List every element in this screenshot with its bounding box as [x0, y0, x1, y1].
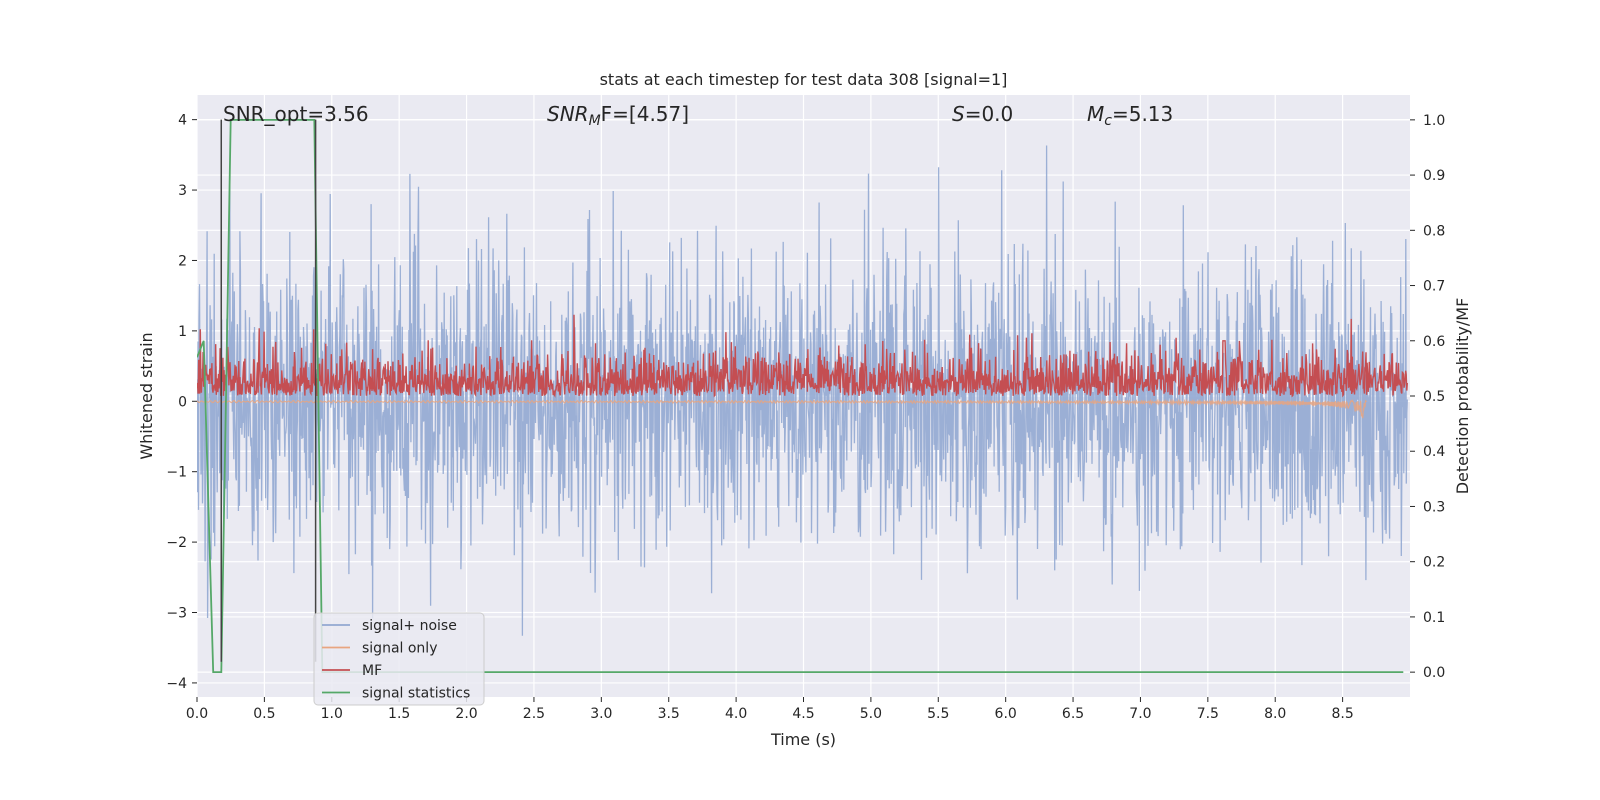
y2-axis-label: Detection probability/MF [1453, 298, 1472, 495]
y-tick-label-4: 0 [178, 394, 187, 410]
y-tick-label-7: −3 [166, 606, 187, 622]
chart-title: stats at each timestep for test data 308… [600, 70, 1008, 89]
y2-tick-label-7: 0.3 [1423, 499, 1445, 515]
y-tick-label-6: −2 [166, 535, 187, 551]
x-tick-label-5: 2.5 [523, 706, 545, 722]
legend: signal+ noise signal only MF signal statist… [313, 612, 485, 706]
x-tick-label-0: 0.0 [186, 706, 208, 722]
x-tick-label-8: 4.0 [725, 706, 747, 722]
y2-tick-label-1: 0.9 [1423, 168, 1445, 184]
y-axis-left: 4 3 2 1 0 −1 −2 −3 −4 [166, 113, 197, 692]
snr-mf-annotation: SNRMF=[4.57] [547, 102, 689, 129]
snr-mf-rest: F=[4.57] [601, 102, 689, 126]
y2-tick-label-5: 0.5 [1423, 389, 1445, 405]
y-tick-label-0: 4 [178, 113, 187, 129]
series-mf [197, 314, 1408, 398]
x-tick-label-4: 2.0 [455, 706, 477, 722]
y-tick-label-3: 1 [178, 324, 187, 340]
x-tick-label-6: 3.0 [590, 706, 612, 722]
snr-mf-sub: M [589, 113, 601, 129]
x-tick-label-9: 4.5 [792, 706, 814, 722]
mc-main: M [1087, 102, 1104, 126]
x-tick-label-16: 8.0 [1264, 706, 1286, 722]
s-main: S [952, 102, 965, 126]
series-signal-only [197, 398, 1367, 419]
legend-label-2: MF [362, 663, 382, 679]
mc-sub: c [1104, 113, 1112, 129]
y-tick-label-1: 3 [178, 183, 187, 199]
x-tick-label-11: 5.5 [927, 706, 949, 722]
y-axis-right: 1.0 0.9 0.8 0.7 0.6 0.5 0.4 0.3 0.2 0.1 0.0 [1410, 113, 1445, 681]
y-tick-label-8: −4 [166, 676, 187, 692]
y2-tick-label-10: 0.0 [1423, 665, 1445, 681]
mc-rest: =5.13 [1112, 102, 1173, 126]
x-tick-label-7: 3.5 [658, 706, 680, 722]
y2-tick-label-6: 0.4 [1423, 444, 1445, 460]
y2-tick-label-0: 1.0 [1423, 113, 1445, 129]
s-annotation: S=0.0 [952, 102, 1013, 126]
snr-opt-annotation: SNR_opt=3.56 [223, 102, 369, 126]
series-layer [197, 119, 1408, 673]
legend-label-0: signal+ noise [362, 618, 457, 634]
y-tick-label-2: 2 [178, 253, 187, 269]
x-tick-label-17: 8.5 [1331, 706, 1353, 722]
x-tick-label-12: 6.0 [995, 706, 1017, 722]
x-tick-label-14: 7.0 [1129, 706, 1151, 722]
x-tick-label-10: 5.0 [860, 706, 882, 722]
legend-label-3: signal statistics [362, 686, 470, 702]
s-rest: =0.0 [965, 102, 1014, 126]
series-signal-statistics [197, 119, 1404, 673]
x-tick-label-1: 0.5 [253, 706, 275, 722]
y2-tick-label-9: 0.1 [1423, 610, 1445, 626]
mc-annotation: Mc=5.13 [1087, 102, 1173, 129]
x-tick-label-13: 6.5 [1062, 706, 1084, 722]
y2-tick-label-4: 0.6 [1423, 334, 1445, 350]
y-tick-label-5: −1 [166, 465, 187, 481]
x-axis: 0.0 0.5 1.0 1.5 2.0 2.5 3.0 3.5 4.0 4.5 5.0 5.5 6.0 6… [186, 697, 1354, 722]
x-tick-label-3: 1.5 [388, 706, 410, 722]
legend-label-1: signal only [362, 641, 437, 657]
y2-tick-label-8: 0.2 [1423, 555, 1445, 571]
y2-tick-label-3: 0.7 [1423, 279, 1445, 295]
y-axis-label: Whitened strain [137, 332, 156, 459]
x-tick-label-15: 7.5 [1197, 706, 1219, 722]
snr-mf-main: SNR [547, 102, 589, 126]
legend-box [313, 612, 485, 706]
series-signal-noise [197, 145, 1408, 636]
y2-tick-label-2: 0.8 [1423, 223, 1445, 239]
x-axis-label: Time (s) [770, 730, 836, 749]
x-tick-label-2: 1.0 [321, 706, 343, 722]
